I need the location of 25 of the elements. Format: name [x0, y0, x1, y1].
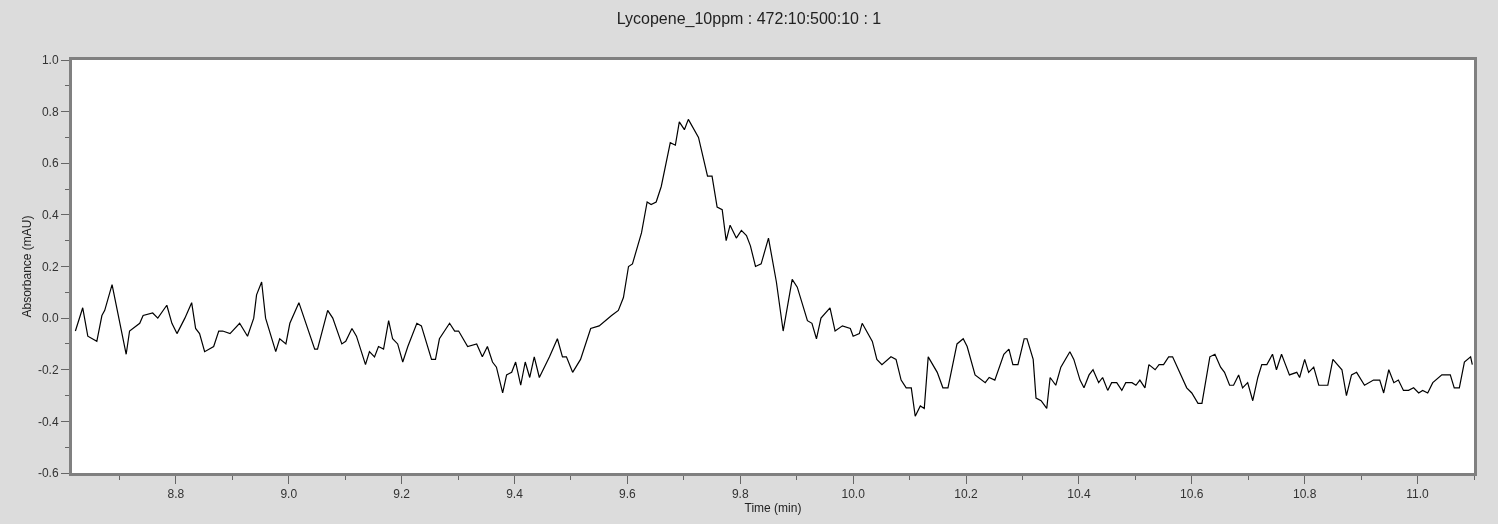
y-tick-label: 0.6	[41, 156, 59, 171]
x-tick-label: 10.8	[1293, 487, 1317, 502]
x-tick-label: 9.6	[619, 487, 637, 502]
x-axis-title: Time (min)	[744, 501, 802, 516]
chart-title: Lycopene_10ppm : 472:10:500:10 : 1	[616, 10, 882, 29]
y-tick-label: 0.8	[41, 104, 59, 119]
x-tick-label: 9.4	[506, 487, 524, 502]
line-series	[74, 118, 1473, 417]
x-tick-label: 11.0	[1406, 487, 1430, 502]
y-tick-label: -0.2	[37, 362, 59, 377]
x-tick-label: 10.6	[1180, 487, 1204, 502]
x-tick-label: 8.8	[167, 487, 185, 502]
x-tick-label: 9.2	[393, 487, 411, 502]
x-tick-label: 10.0	[841, 487, 866, 502]
y-tick-label: 0.4	[41, 208, 59, 223]
x-tick-label: 9.8	[731, 487, 749, 502]
y-tick-label: 0.2	[41, 259, 59, 274]
y-axis-title: Absorbance (mAU)	[20, 215, 35, 318]
y-tick-label: 0.0	[41, 311, 59, 326]
y-tick-label: -0.4	[37, 414, 59, 429]
x-tick-label: 9.0	[280, 487, 298, 502]
y-tick-label: 1.0	[41, 53, 59, 68]
x-tick-label: 10.2	[954, 487, 979, 502]
x-tick-label: 10.4	[1067, 487, 1091, 502]
y-tick-label: -0.6	[37, 466, 59, 481]
